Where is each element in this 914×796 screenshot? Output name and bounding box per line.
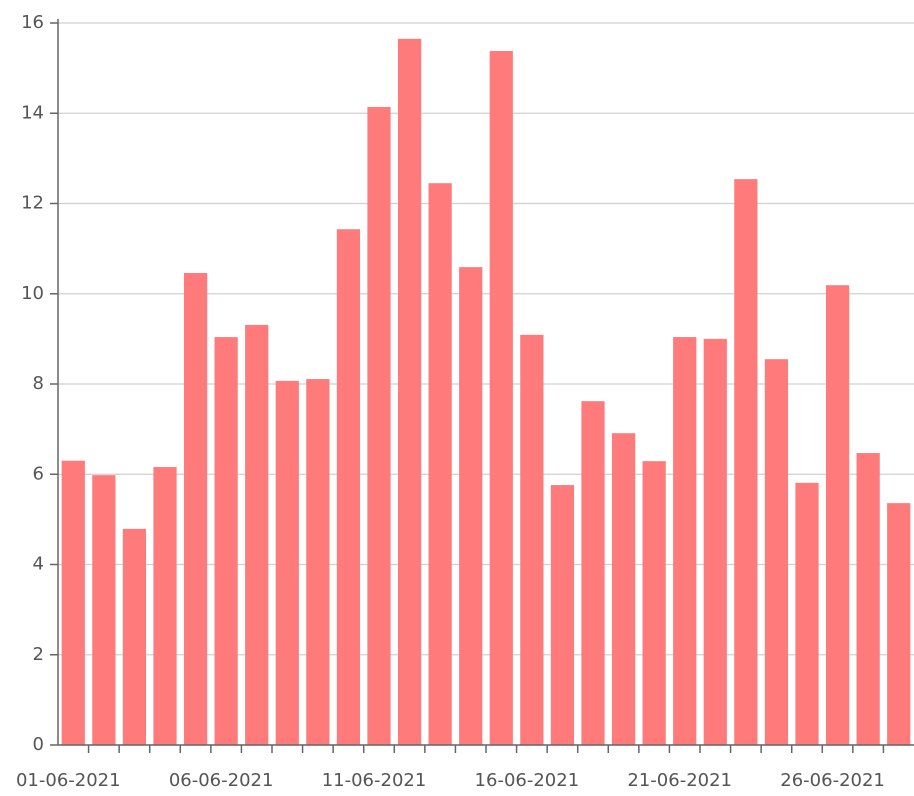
bar xyxy=(856,453,880,745)
bar xyxy=(336,229,361,745)
bar xyxy=(825,285,850,745)
bar xyxy=(306,379,330,745)
bar xyxy=(397,38,422,745)
bar xyxy=(520,334,544,745)
y-tick-label: 4 xyxy=(33,554,44,575)
x-tick-label: 01-06-2021 xyxy=(16,770,121,791)
bar xyxy=(61,460,85,745)
bar xyxy=(459,267,483,745)
x-tick-label: 06-06-2021 xyxy=(169,770,274,791)
bar xyxy=(122,528,147,745)
bar xyxy=(550,485,575,745)
bar xyxy=(581,401,605,745)
bar xyxy=(734,179,758,745)
bar xyxy=(153,467,177,745)
bar xyxy=(673,337,697,745)
bar xyxy=(275,380,299,745)
bar xyxy=(214,337,238,745)
y-tick-label: 12 xyxy=(21,193,44,214)
bar xyxy=(611,433,636,745)
bar xyxy=(245,324,269,745)
bar xyxy=(642,461,666,745)
y-tick-label: 14 xyxy=(21,102,44,123)
x-tick-label: 16-06-2021 xyxy=(475,770,580,791)
y-tick-label: 10 xyxy=(21,283,44,304)
bar xyxy=(764,359,789,745)
bar xyxy=(703,338,727,745)
y-tick-label: 0 xyxy=(33,734,44,755)
bar xyxy=(92,475,116,745)
x-tick-label: 11-06-2021 xyxy=(322,770,427,791)
y-tick-label: 6 xyxy=(33,463,44,484)
y-tick-label: 2 xyxy=(33,644,44,665)
x-tick-label: 21-06-2021 xyxy=(627,770,732,791)
bar xyxy=(428,183,452,746)
bar xyxy=(887,503,911,745)
y-tick-label: 16 xyxy=(21,12,44,33)
bar xyxy=(795,482,819,745)
bar xyxy=(489,50,513,746)
y-tick-label: 8 xyxy=(33,373,44,394)
x-tick-label: 26-06-2021 xyxy=(780,770,885,791)
bar xyxy=(367,106,391,746)
bar xyxy=(183,272,208,745)
